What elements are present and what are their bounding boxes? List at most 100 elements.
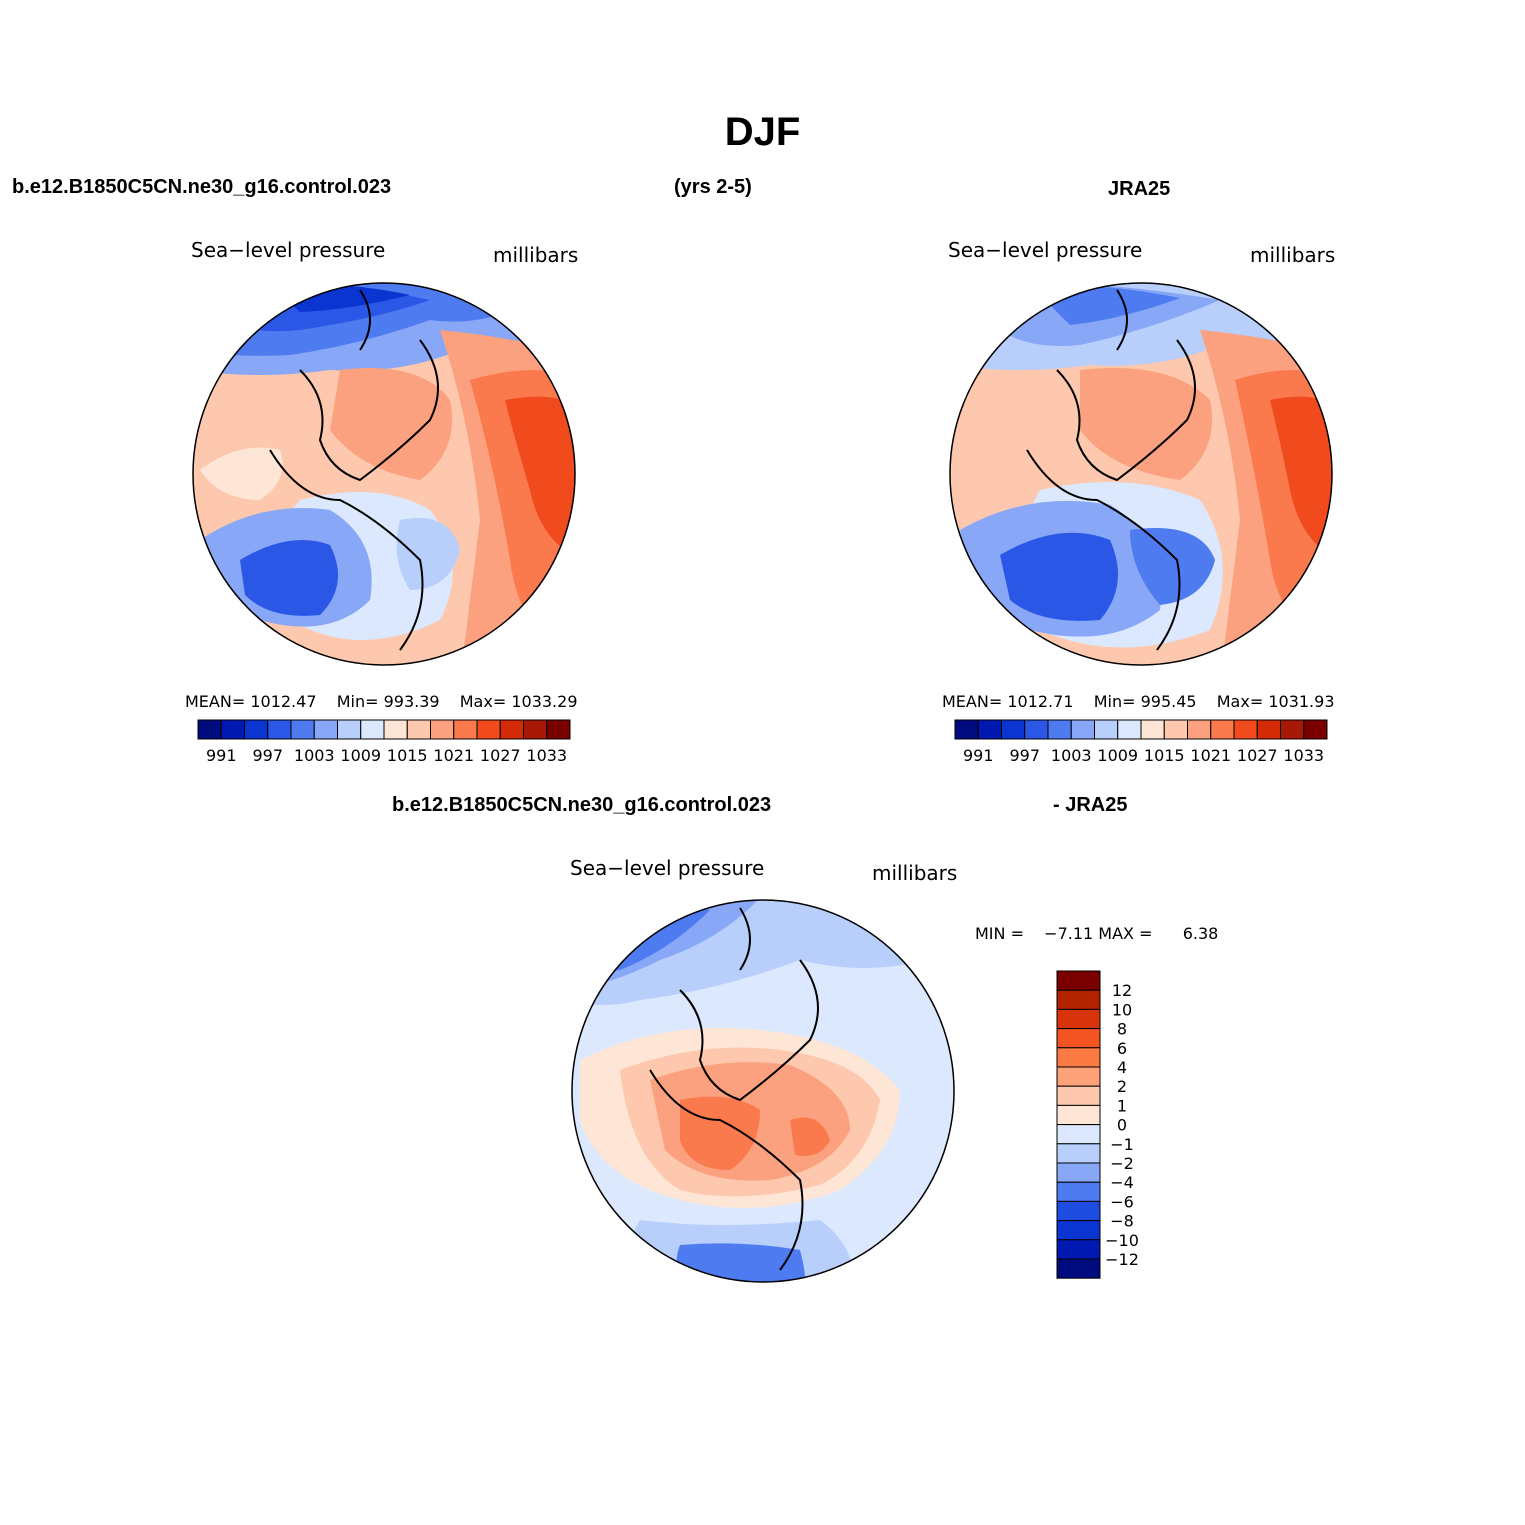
panel2-colorbar-tick-label: 1021 [1190, 746, 1231, 765]
panel2-max-label: Max= [1216, 692, 1264, 711]
panel1-colorbar-tick-label: 1003 [294, 746, 335, 765]
diff-colorbar-tick-label: −6 [1110, 1192, 1134, 1211]
diff-colorbar-swatch [1056, 1162, 1101, 1183]
panel2-colorbar-tick-label: 991 [963, 746, 994, 765]
panel1-colorbar-swatch [430, 719, 455, 740]
diff-colorbar-tick-label: −1 [1110, 1135, 1134, 1154]
panel1-colorbar-tick-label: 1015 [387, 746, 428, 765]
diff-colorbar-swatch [1056, 1028, 1101, 1049]
diff-colorbar-swatch [1056, 1008, 1101, 1030]
diff-colorbar-swatch [1056, 1220, 1101, 1241]
diff-colorbar-swatch [1056, 1181, 1101, 1202]
diff-colorbar-swatch [1056, 1239, 1101, 1260]
panel2-min-label: Min= [1093, 692, 1136, 711]
panel2-colorbar-swatch [1233, 719, 1258, 740]
panel2-colorbar-tick-label: 1003 [1051, 746, 1092, 765]
panel2-stats: MEAN= 1012.71 Min= 995.45 Max= 1031.93 [942, 692, 1335, 711]
diff-title-left: b.e12.B1850C5CN.ne30_g16.control.023 [392, 794, 772, 816]
diff-colorbar-tick-label: −10 [1105, 1231, 1139, 1250]
main-title: DJF [724, 110, 801, 154]
panel1-colorbar-swatch [499, 719, 524, 740]
panel1-colorbar-swatch [244, 719, 269, 740]
diff-title-right: - JRA25 [1053, 794, 1128, 816]
panel1-colorbar-tick-label: 997 [252, 746, 283, 765]
panel2-colorbar-swatch [1140, 719, 1165, 740]
diff-max-label: MAX = [1098, 924, 1153, 943]
panel1-colorbar-swatch [406, 719, 431, 740]
diff-colorbar-tick-label: 6 [1117, 1039, 1127, 1058]
panel2-colorbar-tick-label: 997 [1009, 746, 1040, 765]
diff-units-label: millibars [872, 861, 958, 885]
diff-max-value: 6.38 [1182, 924, 1219, 943]
panel2-colorbar-tick-label: 1009 [1097, 746, 1138, 765]
diff-colorbar-swatch [1056, 1143, 1101, 1164]
panel2-colorbar-swatch [1303, 719, 1328, 740]
panel2-min-value: 995.45 [1140, 692, 1197, 711]
panel2-colorbar-swatch [1094, 719, 1119, 740]
diff-colorbar-tick-label: 4 [1117, 1058, 1127, 1077]
panel2-colorbar-swatch [1187, 719, 1212, 740]
panel1-min-label: Min= [336, 692, 379, 711]
panel1-mean-value: 1012.47 [250, 692, 317, 711]
panel2-colorbar-swatch [1070, 719, 1095, 740]
panel2-colorbar-swatch [954, 719, 979, 740]
panel2-colorbar-swatch [1163, 719, 1188, 740]
panel2-max-value: 1031.93 [1268, 692, 1335, 711]
diff-colorbar-tick-label: −8 [1110, 1212, 1134, 1231]
panel1-colorbar-swatch [313, 719, 338, 740]
panel1-variable-label: Sea−level pressure [191, 238, 386, 262]
diff-colorbar-swatch [1056, 1085, 1101, 1106]
panel1-colorbar-tick-label: 991 [206, 746, 237, 765]
case-name-label: b.e12.B1850C5CN.ne30_g16.control.023 [12, 176, 392, 198]
panel2-colorbar-swatch [1117, 719, 1142, 740]
diff-colorbar-swatch [1056, 1104, 1101, 1126]
panel1-colorbar-swatch [337, 719, 362, 740]
panel2-colorbar-swatch [1256, 719, 1281, 740]
panel1-colorbar-swatch [383, 719, 408, 740]
panel1-colorbar-swatch [220, 719, 245, 740]
panel1-colorbar-tick-label: 1033 [526, 746, 567, 765]
diff-colorbar-swatch [1056, 1047, 1101, 1068]
panel2-colorbar-tick-label: 1027 [1237, 746, 1278, 765]
diff-colorbar-tick-label: −4 [1110, 1173, 1134, 1192]
diff-colorbar-tick-label: 8 [1117, 1020, 1127, 1039]
panel1-colorbar-swatch [476, 719, 501, 740]
diff-colorbar-tick-label: 1 [1117, 1096, 1127, 1115]
diff-variable-label: Sea−level pressure [570, 856, 765, 880]
diff-colorbar-tick-label: 12 [1112, 981, 1132, 1000]
panel1-colorbar-tick-label: 1021 [433, 746, 474, 765]
panel1-mean-label: MEAN= [185, 692, 246, 711]
panel1-colorbar-swatch [523, 719, 548, 740]
panel1-colorbar-tick-label: 1009 [340, 746, 381, 765]
panel2-colorbar: 991 997 1003 1009 1015 1021 1027 1033 [954, 719, 1328, 765]
panel2-mean-value: 1012.71 [1007, 692, 1074, 711]
diff-stats: MIN = −7.11 MAX = 6.38 [975, 924, 1218, 943]
panel2-colorbar-swatch [1024, 719, 1049, 740]
panel1-stats: MEAN= 1012.47 Min= 993.39 Max= 1033.29 [185, 692, 578, 711]
panel1-colorbar-swatch [360, 719, 385, 740]
panel1-units-label: millibars [493, 243, 579, 267]
diff-map-border [571, 899, 955, 1283]
diff-map [572, 900, 954, 1282]
panel2-colorbar-tick-label: 1033 [1283, 746, 1324, 765]
panel2-map-border [949, 282, 1333, 666]
panel2-mean-label: MEAN= [942, 692, 1003, 711]
diff-colorbar-tick-label: 10 [1112, 1000, 1132, 1019]
diff-colorbar-swatch [1056, 1258, 1101, 1279]
panel1-map-border [192, 282, 576, 666]
panel2-colorbar-tick-label: 1015 [1144, 746, 1185, 765]
panel2-colorbar-swatch [1047, 719, 1072, 740]
diff-colorbar-swatch [1056, 1066, 1101, 1087]
diff-colorbar-tick-label: 2 [1117, 1077, 1127, 1096]
diff-colorbar-swatch [1056, 1124, 1101, 1145]
panel1-colorbar-swatch [546, 719, 571, 740]
diff-colorbar-swatch [1056, 989, 1101, 1010]
panel1-colorbar-swatch [267, 719, 292, 740]
panel2-colorbar-swatch [977, 719, 1002, 740]
panel2-variable-label: Sea−level pressure [948, 238, 1143, 262]
panel2-units-label: millibars [1250, 243, 1336, 267]
diff-min-label: MIN = [975, 924, 1024, 943]
panel1-max-value: 1033.29 [511, 692, 578, 711]
